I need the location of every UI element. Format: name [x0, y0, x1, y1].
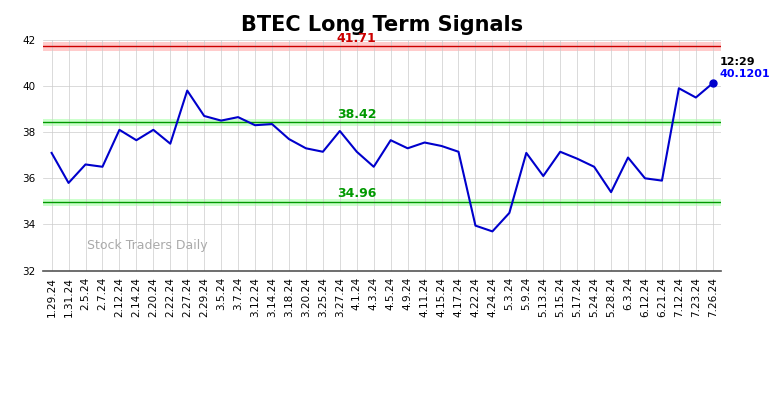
Text: 34.96: 34.96 [337, 187, 376, 201]
Bar [43, 199, 721, 206]
Bar [43, 42, 721, 51]
Text: Stock Traders Daily: Stock Traders Daily [87, 239, 208, 252]
Text: 41.71: 41.71 [337, 32, 376, 45]
Text: 12:29: 12:29 [720, 57, 755, 67]
Text: 38.42: 38.42 [337, 107, 376, 121]
Bar [43, 119, 721, 126]
Title: BTEC Long Term Signals: BTEC Long Term Signals [241, 16, 523, 35]
Text: 40.1201: 40.1201 [720, 68, 770, 78]
